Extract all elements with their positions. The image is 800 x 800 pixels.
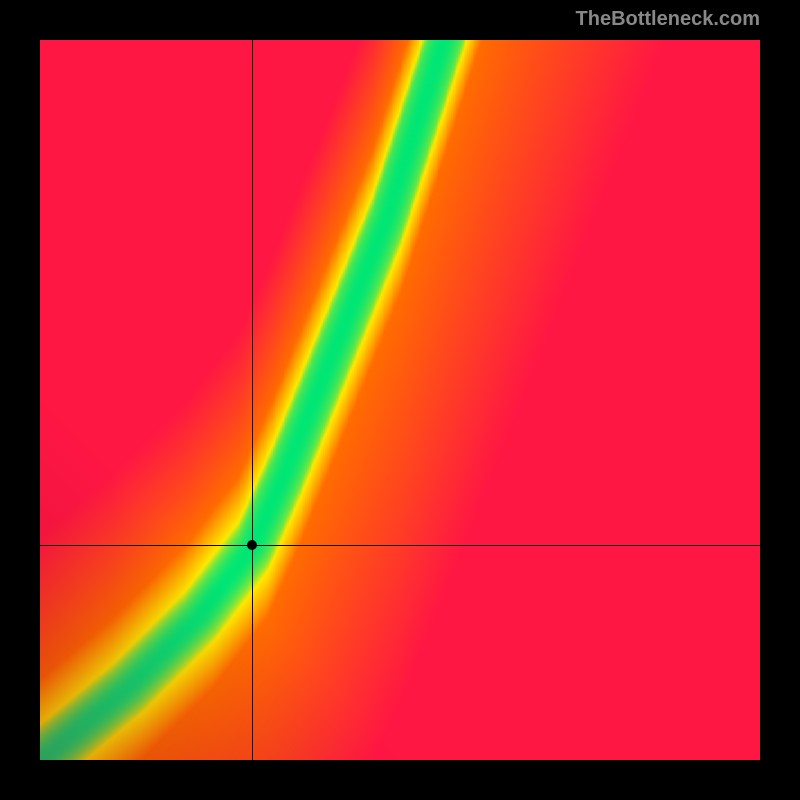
marker-point	[247, 540, 257, 550]
heatmap-plot	[40, 40, 760, 760]
crosshair-vertical	[252, 40, 253, 760]
crosshair-horizontal	[40, 545, 760, 546]
heatmap-canvas	[40, 40, 760, 760]
watermark-text: TheBottleneck.com	[576, 8, 760, 31]
